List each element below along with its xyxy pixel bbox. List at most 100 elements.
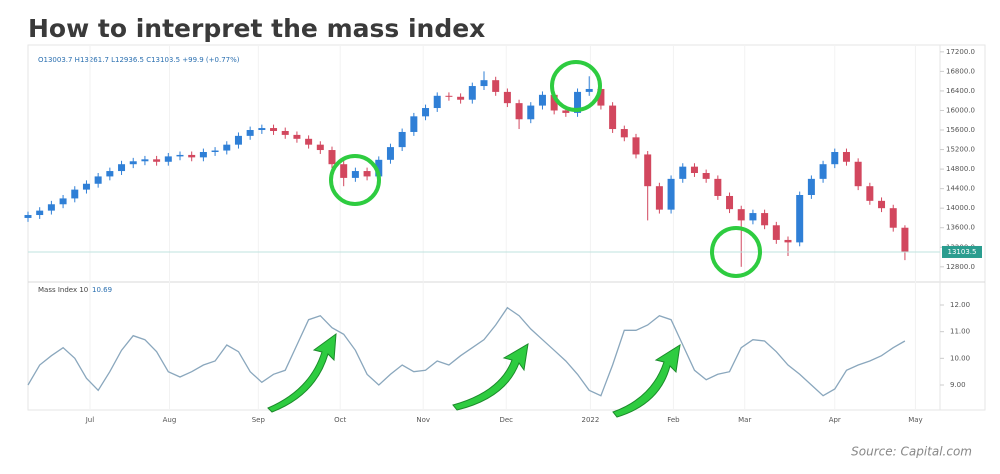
candle-body (363, 171, 371, 177)
candle-body (644, 154, 652, 187)
candle-body (550, 94, 558, 111)
arrow (612, 344, 681, 418)
highlight-circle (550, 60, 602, 112)
candle-body (59, 198, 67, 205)
candle-body (538, 94, 546, 106)
candle-body (749, 213, 757, 221)
y-tick-label: 12800.0 (946, 263, 975, 271)
x-tick-label: Apr (829, 416, 841, 424)
candle-body (620, 129, 628, 138)
x-tick-label: Dec (499, 416, 513, 424)
highlight-circle (710, 226, 762, 278)
candle-body (585, 88, 593, 92)
price-label: 13103.5 (948, 248, 977, 256)
candle-body (901, 227, 909, 252)
candle-body (597, 88, 605, 106)
candle-body (445, 95, 453, 97)
candle-body (188, 154, 196, 158)
mass-index-line (27, 306, 906, 397)
candle-body (574, 91, 582, 113)
candle-body (433, 95, 441, 109)
candle-body (714, 178, 722, 196)
source: Source: Capital.com (851, 445, 972, 459)
candle-body (480, 80, 488, 87)
y-tick-label: 15600.0 (946, 126, 975, 134)
candle-body (831, 151, 839, 165)
candle-body (679, 166, 687, 179)
candle-body (24, 215, 32, 218)
candle-body (106, 171, 114, 177)
y-tick-label: 14400.0 (946, 185, 975, 193)
x-tick-label: 2022 (581, 416, 599, 424)
y-tick-label: 13600.0 (946, 224, 975, 232)
candle-body (316, 144, 324, 151)
candle-body (118, 164, 126, 172)
x-tick-label: Aug (163, 416, 177, 424)
candle-body (328, 150, 336, 165)
candle-body (234, 135, 242, 145)
ohlc-legend: O13003.7 H13261.7 L12936.5 C13103.5 +99.… (38, 56, 240, 64)
candle-body (153, 159, 161, 162)
y-tick-label: 14800.0 (946, 165, 975, 173)
candle-body (94, 176, 102, 184)
y-tick-label: 11.00 (950, 328, 970, 336)
x-tick-label: Sep (252, 416, 266, 424)
annotations (329, 60, 762, 278)
candle-body (854, 161, 862, 187)
y-tick-label: 10.00 (950, 354, 970, 362)
candle-body (351, 171, 359, 178)
x-tick-label: Oct (334, 416, 346, 424)
candle-body (270, 128, 278, 131)
legend-name: Mass Index 10 (38, 286, 88, 294)
candle-body (866, 186, 874, 201)
candle-body (164, 156, 172, 162)
candle-body (410, 116, 418, 132)
candle-body (527, 105, 535, 120)
arrow (267, 332, 337, 413)
y-tick-label: 14000.0 (946, 204, 975, 212)
candle-body (340, 164, 348, 178)
candle-body (422, 108, 430, 117)
candle-body (375, 159, 383, 177)
candle-body (246, 130, 254, 136)
plot: Jul Aug Sep Oct Nov Dec 2022 Feb Mar Apr May 12800.… (24, 45, 982, 424)
candle-body (82, 183, 90, 190)
y-tick-label: 17200.0 (946, 48, 975, 56)
legend-value: 10.69 (92, 286, 112, 294)
y-tick-label: 12.00 (950, 301, 970, 309)
candle-body (632, 137, 640, 155)
candle-body (47, 204, 55, 211)
candle-body (562, 110, 570, 113)
candle-body (842, 151, 850, 162)
candle-body (129, 161, 137, 165)
x-tick-label: Jul (85, 416, 95, 424)
arrow (452, 343, 529, 411)
y-tick-label: 16800.0 (946, 67, 975, 75)
candle-body (398, 131, 406, 148)
candle-body (609, 105, 617, 130)
candle-body (503, 91, 511, 104)
candle-body (807, 178, 815, 195)
candle-body (258, 128, 266, 131)
y-tick-label: 16400.0 (946, 87, 975, 95)
candle-body (386, 147, 394, 160)
candle-body (784, 239, 792, 243)
candle-body (457, 96, 465, 100)
candle-body (655, 186, 663, 210)
candle-body (796, 194, 804, 243)
page-title: How to interpret the mass index (28, 14, 485, 43)
candle-body (819, 164, 827, 179)
candle-body (281, 130, 289, 135)
candle-body (176, 154, 184, 157)
candle-body (468, 86, 476, 100)
x-tick-label: Feb (667, 416, 680, 424)
candle-body (515, 103, 523, 120)
candle-body (223, 144, 231, 151)
candle-body (737, 209, 745, 221)
price-label-box (942, 245, 982, 258)
y-tick-label: 15200.0 (946, 146, 975, 154)
candle-body (667, 178, 675, 210)
candle-body (761, 213, 769, 226)
arrows (267, 332, 681, 418)
